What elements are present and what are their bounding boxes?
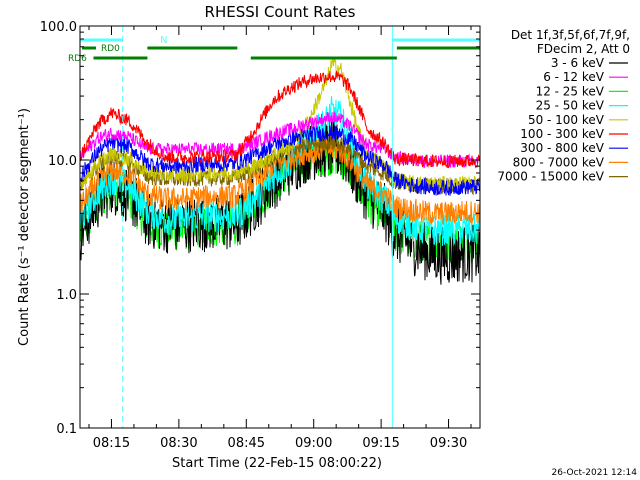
- y-axis: 0.1 1.0 10.0 100.0: [40, 20, 480, 437]
- footer-timestamp: 26-Oct-2021 12:14: [552, 468, 638, 478]
- attenuator-label: N: [160, 35, 167, 46]
- x-axis: 08:15 08:30 08:45 09:00 09:15 09:30: [88, 26, 472, 451]
- rd0-label: RD0: [101, 44, 120, 54]
- legend-header: Det 1f,3f,5f,6f,7f,9f,: [511, 28, 630, 42]
- series-line-7: [79, 124, 481, 197]
- y-axis-label: Count Rate (s⁻¹ detector segment⁻¹): [17, 108, 32, 346]
- legend-label: 7000 - 15000 keV: [497, 170, 604, 184]
- y-tick-label: 100.0: [40, 20, 77, 35]
- plot-area: N RD0 RD6: [68, 26, 481, 428]
- legend-header: FDecim 2, Att 0: [537, 42, 630, 56]
- legend-label: 800 - 7000 keV: [513, 155, 605, 169]
- legend-label: 50 - 100 keV: [528, 113, 605, 127]
- legend-label: 300 - 800 keV: [520, 141, 604, 155]
- series-line-5: [79, 57, 481, 193]
- x-tick-label: 09:15: [362, 436, 399, 451]
- plot-frame: [79, 25, 481, 429]
- legend: Det 1f,3f,5f,6f,7f,9f,FDecim 2, Att 03 -…: [497, 28, 630, 184]
- x-tick-label: 09:00: [295, 436, 332, 451]
- y-tick-label: 1.0: [56, 288, 77, 303]
- rd6-label: RD6: [68, 54, 87, 64]
- y-tick-label: 0.1: [56, 422, 77, 437]
- series-line-4: [79, 95, 481, 247]
- legend-label: 25 - 50 keV: [536, 99, 605, 113]
- x-tick-label: 08:15: [93, 436, 130, 451]
- x-axis-label: Start Time (22-Feb-15 08:00:22): [172, 456, 382, 471]
- x-tick-label: 08:30: [160, 436, 197, 451]
- legend-label: 100 - 300 keV: [520, 127, 604, 141]
- series-line-6: [79, 70, 481, 169]
- legend-label: 3 - 6 keV: [551, 56, 605, 70]
- legend-label: 12 - 25 keV: [536, 84, 605, 98]
- x-tick-label: 08:45: [228, 436, 265, 451]
- chart-title: RHESSI Count Rates: [205, 3, 356, 21]
- y-tick-label: 10.0: [48, 154, 77, 169]
- legend-label: 6 - 12 keV: [543, 70, 605, 84]
- x-tick-label: 09:30: [430, 436, 467, 451]
